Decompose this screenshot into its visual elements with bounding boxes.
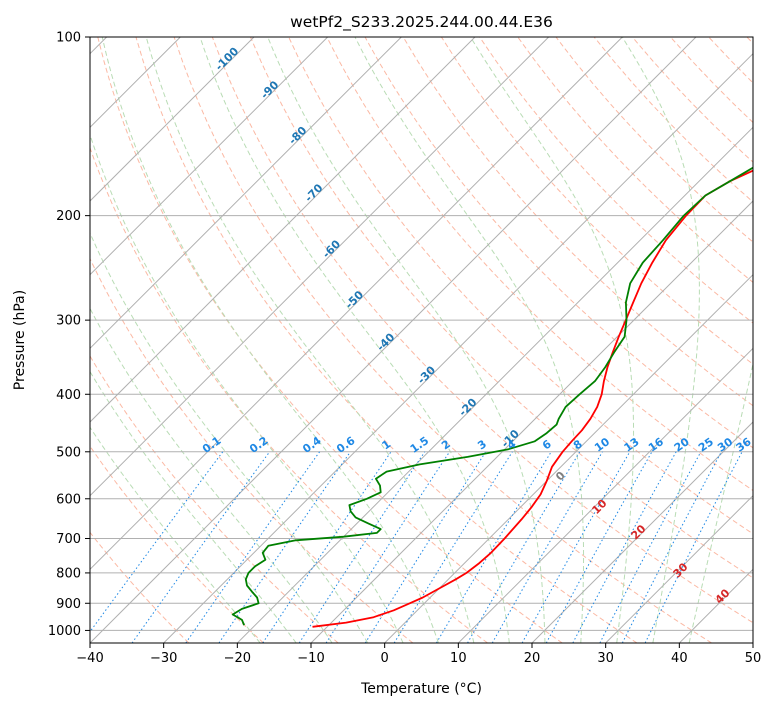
x-tick-label: 10 xyxy=(450,651,467,666)
y-tick-label: 500 xyxy=(56,445,81,460)
x-tick-label: 30 xyxy=(597,651,614,666)
y-tick-label: 300 xyxy=(56,314,81,329)
chart-title: wetPf2_S233.2025.244.00.44.E36 xyxy=(290,13,553,32)
y-axis-label: Pressure (hPa) xyxy=(12,290,28,390)
y-tick-label: 900 xyxy=(56,597,81,612)
y-tick-label: 100 xyxy=(56,31,81,46)
x-tick-label: 50 xyxy=(745,651,762,666)
x-tick-label: 40 xyxy=(671,651,688,666)
x-tick-label: −30 xyxy=(150,651,177,666)
y-tick-label: 800 xyxy=(56,566,81,581)
y-tick-label: 1000 xyxy=(48,624,81,639)
y-tick-label: 200 xyxy=(56,209,81,224)
x-tick-label: −10 xyxy=(297,651,324,666)
x-tick-label: −40 xyxy=(76,651,103,666)
x-tick-label: −20 xyxy=(224,651,251,666)
x-axis-label: Temperature (°C) xyxy=(360,681,482,697)
x-tick-label: 0 xyxy=(381,651,389,666)
y-tick-label: 400 xyxy=(56,388,81,403)
y-tick-label: 600 xyxy=(56,492,81,507)
x-tick-label: 20 xyxy=(524,651,541,666)
y-tick-label: 700 xyxy=(56,532,81,547)
